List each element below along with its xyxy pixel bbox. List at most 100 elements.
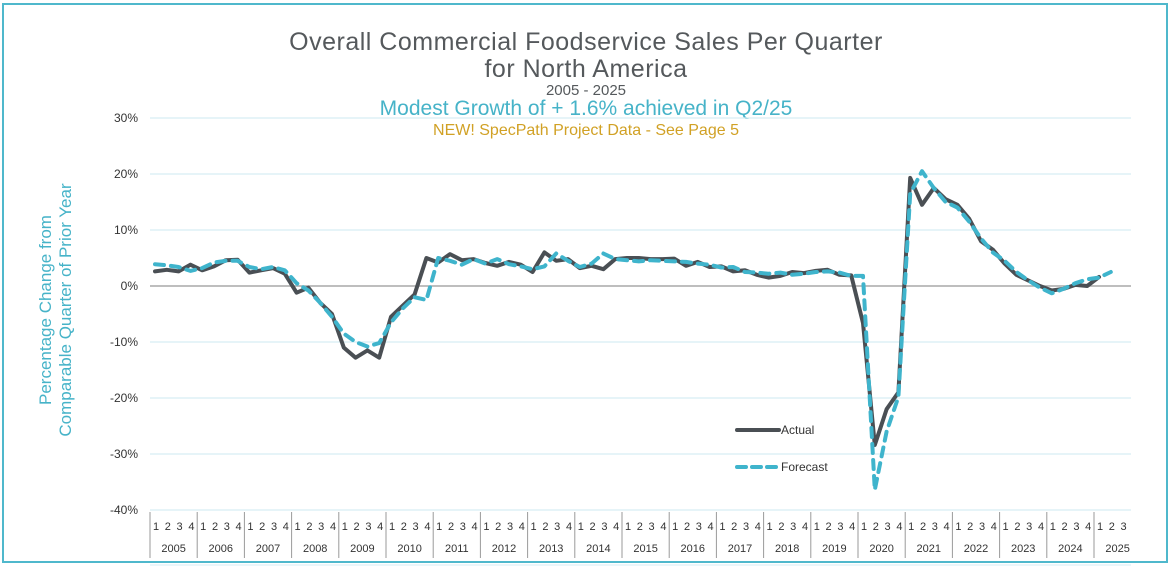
legend-label-actual: Actual bbox=[781, 423, 814, 437]
quarter-tick-label: 4 bbox=[472, 521, 478, 533]
year-tick-label: 2019 bbox=[822, 543, 846, 555]
series-line-forecast bbox=[153, 169, 1113, 492]
quarter-tick-label: 3 bbox=[743, 521, 749, 533]
year-tick-label: 2013 bbox=[539, 543, 563, 555]
series-lines bbox=[153, 169, 1113, 492]
quarter-tick-label: 2 bbox=[778, 521, 784, 533]
quarter-tick-label: 4 bbox=[1038, 521, 1044, 533]
year-tick-label: 2025 bbox=[1105, 543, 1129, 555]
quarter-tick-label: 1 bbox=[861, 521, 867, 533]
y-tick-label: 10% bbox=[114, 223, 138, 237]
quarter-tick-label: 1 bbox=[389, 521, 395, 533]
quarter-tick-label: 1 bbox=[767, 521, 773, 533]
year-tick-label: 2020 bbox=[869, 543, 893, 555]
year-tick-label: 2010 bbox=[397, 543, 421, 555]
year-tick-label: 2024 bbox=[1058, 543, 1082, 555]
quarter-tick-label: 3 bbox=[318, 521, 324, 533]
y-tick-label: 0% bbox=[121, 279, 139, 293]
quarter-tick-label: 3 bbox=[365, 521, 371, 533]
chart-subtitle: 2005 - 2025 bbox=[545, 82, 627, 99]
quarter-tick-label: 4 bbox=[849, 521, 855, 533]
quarter-tick-label: 3 bbox=[979, 521, 985, 533]
quarter-tick-label: 2 bbox=[165, 521, 171, 533]
quarter-tick-label: 4 bbox=[802, 521, 808, 533]
quarter-tick-label: 2 bbox=[684, 521, 690, 533]
quarter-tick-label: 2 bbox=[920, 521, 926, 533]
quarter-tick-label: 3 bbox=[413, 521, 419, 533]
quarter-tick-label: 3 bbox=[790, 521, 796, 533]
quarter-tick-label: 1 bbox=[578, 521, 584, 533]
quarter-tick-label: 2 bbox=[542, 521, 548, 533]
quarter-tick-label: 2 bbox=[1109, 521, 1115, 533]
series-line-actual bbox=[153, 175, 1101, 447]
quarter-tick-label: 3 bbox=[885, 521, 891, 533]
quarter-tick-label: 4 bbox=[566, 521, 572, 533]
quarter-tick-label: 2 bbox=[731, 521, 737, 533]
quarter-tick-label: 4 bbox=[896, 521, 902, 533]
y-tick-label: -10% bbox=[110, 335, 138, 349]
y-axis: 30% 20% 10% 0% -10% -20% -30% -40% bbox=[110, 111, 138, 517]
year-tick-label: 2007 bbox=[256, 543, 280, 555]
quarter-tick-label: 1 bbox=[1097, 521, 1103, 533]
year-tick-label: 2018 bbox=[775, 543, 799, 555]
quarter-tick-label: 4 bbox=[377, 521, 383, 533]
quarter-tick-label: 3 bbox=[1026, 521, 1032, 533]
quarter-tick-label: 3 bbox=[460, 521, 466, 533]
quarter-tick-label: 4 bbox=[708, 521, 714, 533]
y-tick-label: 30% bbox=[114, 111, 138, 125]
quarter-tick-label: 1 bbox=[200, 521, 206, 533]
quarter-tick-label: 2 bbox=[306, 521, 312, 533]
quarter-tick-label: 4 bbox=[330, 521, 336, 533]
year-tick-label: 2006 bbox=[209, 543, 233, 555]
y-tick-label: 20% bbox=[114, 167, 138, 181]
quarter-tick-label: 1 bbox=[247, 521, 253, 533]
year-tick-label: 2009 bbox=[350, 543, 374, 555]
quarter-tick-label: 2 bbox=[212, 521, 218, 533]
quarter-tick-label: 1 bbox=[342, 521, 348, 533]
quarter-tick-label: 2 bbox=[873, 521, 879, 533]
quarter-tick-label: 3 bbox=[696, 521, 702, 533]
quarter-tick-label: 3 bbox=[649, 521, 655, 533]
quarter-tick-label: 4 bbox=[519, 521, 525, 533]
gridlines bbox=[150, 117, 1131, 511]
quarter-tick-label: 4 bbox=[424, 521, 430, 533]
quarter-tick-label: 1 bbox=[1003, 521, 1009, 533]
quarter-tick-label: 3 bbox=[1073, 521, 1079, 533]
legend: Actual Forecast bbox=[735, 423, 828, 474]
quarter-tick-label: 2 bbox=[590, 521, 596, 533]
quarter-tick-label: 2 bbox=[448, 521, 454, 533]
quarter-tick-label: 4 bbox=[991, 521, 997, 533]
quarter-tick-label: 3 bbox=[507, 521, 513, 533]
chart-title-line2: for North America bbox=[484, 55, 688, 83]
quarter-tick-label: 2 bbox=[495, 521, 501, 533]
year-tick-label: 2008 bbox=[303, 543, 327, 555]
year-tick-label: 2011 bbox=[445, 543, 469, 555]
quarter-tick-label: 4 bbox=[755, 521, 761, 533]
quarter-tick-label: 4 bbox=[188, 521, 194, 533]
quarter-tick-label: 2 bbox=[259, 521, 265, 533]
quarter-tick-label: 3 bbox=[932, 521, 938, 533]
quarter-tick-label: 1 bbox=[814, 521, 820, 533]
quarter-tick-label: 1 bbox=[436, 521, 442, 533]
quarter-tick-label: 4 bbox=[944, 521, 950, 533]
year-tick-label: 2015 bbox=[633, 543, 657, 555]
quarter-tick-label: 4 bbox=[613, 521, 619, 533]
y-tick-label: -30% bbox=[110, 447, 138, 461]
quarter-tick-label: 1 bbox=[625, 521, 631, 533]
quarter-tick-label: 2 bbox=[354, 521, 360, 533]
year-tick-label: 2014 bbox=[586, 543, 610, 555]
quarter-tick-label: 3 bbox=[271, 521, 277, 533]
quarter-tick-label: 1 bbox=[719, 521, 725, 533]
quarter-tick-label: 4 bbox=[1085, 521, 1091, 533]
chart-highlight: Modest Growth of + 1.6% achieved in Q2/2… bbox=[379, 97, 793, 120]
quarter-tick-label: 1 bbox=[483, 521, 489, 533]
quarter-tick-label: 4 bbox=[236, 521, 242, 533]
y-tick-label: -20% bbox=[110, 391, 138, 405]
quarter-tick-label: 1 bbox=[955, 521, 961, 533]
chart-notice: NEW! SpecPath Project Data - See Page 5 bbox=[433, 122, 739, 139]
quarter-tick-label: 3 bbox=[601, 521, 607, 533]
quarter-tick-label: 2 bbox=[826, 521, 832, 533]
quarter-tick-label: 1 bbox=[531, 521, 537, 533]
